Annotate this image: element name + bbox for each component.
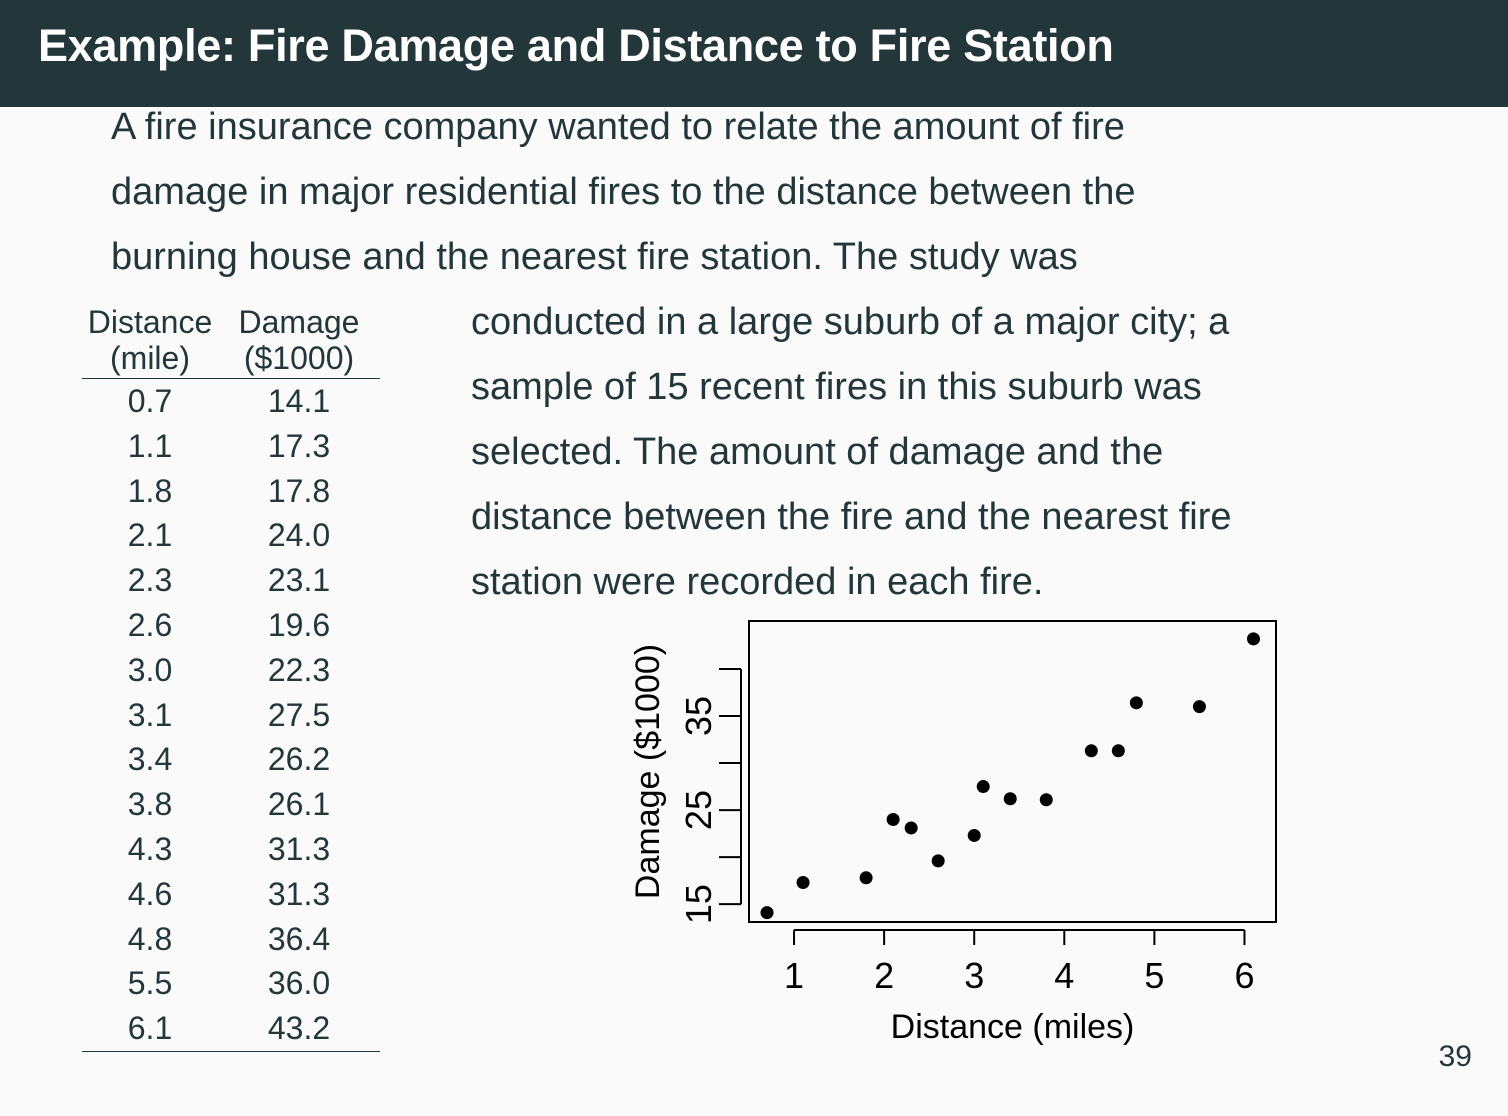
table-row: 2.1 24.0 [82, 513, 380, 558]
table-row: 4.6 31.3 [82, 872, 380, 917]
distance-cell: 1.1 [127, 427, 173, 464]
data-point [760, 906, 774, 920]
page-number: 39 [1438, 1040, 1472, 1073]
table-row: 0.7 14.1 [82, 379, 380, 424]
distance-cell: 6.1 [82, 1006, 218, 1052]
table-row: 3.1 27.5 [82, 693, 380, 738]
distance-cell: 3.8 [127, 786, 173, 823]
damage-cell: 24.0 [267, 517, 331, 554]
distance-cell: 3.1 [127, 696, 173, 733]
distance-cell: 4.3 [127, 830, 173, 867]
distance-cell: 4.8 [127, 920, 173, 957]
distance-cell: 3.0 [127, 651, 173, 688]
data-point [1003, 792, 1017, 806]
damage-cell: 26.1 [267, 786, 331, 823]
table-row: 3.0 22.3 [82, 648, 380, 693]
distance-cell: 1.8 [127, 472, 173, 509]
scatter-plot: 1 2 3 4 5 6 Distance (miles) 15 25 35 Damage ($100… [629, 620, 1277, 1046]
table-body: 0.7 14.1 1.1 17.3 1.8 17.8 2.1 24.0 2.3 23.1 2.6 19… [82, 379, 380, 1052]
damage-cell: 36.4 [267, 920, 331, 957]
y-tick-label: 25 [678, 790, 719, 830]
damage-cell: 27.5 [267, 696, 331, 733]
plot-frame [748, 620, 1277, 923]
data-point [1039, 793, 1053, 807]
damage-cell: 23.1 [267, 562, 331, 599]
intro-line: burning house and the nearest fire stati… [111, 236, 1078, 278]
data-point [886, 812, 900, 826]
intro-line: damage in major residential fires to the… [111, 171, 1136, 213]
data-point [859, 871, 873, 885]
table-row: 2.3 23.1 [82, 558, 380, 603]
damage-cell: 17.3 [267, 427, 331, 464]
distance-cell: 2.6 [127, 606, 173, 643]
damage-cell: 26.2 [267, 741, 331, 778]
data-point [1111, 744, 1125, 758]
data-point [904, 821, 918, 835]
table-row: 4.8 36.4 [82, 917, 380, 962]
table-row: 5.5 36.0 [82, 961, 380, 1006]
x-tick-label: 2 [874, 955, 894, 996]
table-row: 3.4 26.2 [82, 737, 380, 782]
damage-cell: 36.0 [267, 965, 331, 1002]
data-point [796, 875, 810, 889]
damage-cell: 19.6 [267, 606, 331, 643]
y-tick-label: 35 [678, 696, 719, 736]
x-tick-label: 3 [964, 955, 984, 996]
side-line: distance between the fire and the neares… [471, 496, 1232, 538]
table-header-distance: Distance (mile) [82, 304, 218, 379]
side-line: selected. The amount of damage and the [471, 431, 1164, 473]
damage-cell: 43.2 [218, 1006, 380, 1052]
x-axis-label: Distance (miles) [891, 1008, 1135, 1046]
table-row: 3.8 26.1 [82, 782, 380, 827]
table-header-damage: Damage ($1000) [218, 304, 380, 379]
data-point [967, 828, 981, 842]
y-tick-label: 15 [678, 884, 719, 924]
table-row: 1.1 17.3 [82, 424, 380, 469]
data-point [1246, 632, 1260, 646]
distance-cell: 5.5 [127, 965, 173, 1002]
damage-cell: 14.1 [267, 383, 331, 419]
damage-cell: 22.3 [267, 651, 331, 688]
side-line: conducted in a large suburb of a major c… [471, 301, 1230, 343]
damage-cell: 31.3 [267, 830, 331, 867]
side-line: sample of 15 recent fires in this suburb… [471, 366, 1202, 408]
damage-cell: 17.8 [267, 472, 331, 509]
data-point [976, 780, 990, 794]
distance-cell: 3.4 [127, 741, 173, 778]
distance-cell: 4.6 [127, 875, 173, 912]
table-row: 4.3 31.3 [82, 827, 380, 872]
table-row: 1.8 17.8 [82, 469, 380, 514]
data-point [1129, 696, 1143, 710]
table-row: 2.6 19.6 [82, 603, 380, 648]
x-tick-label: 6 [1234, 955, 1254, 996]
distance-cell: 2.1 [127, 517, 173, 554]
intro-line: A fire insurance company wanted to relat… [111, 106, 1125, 148]
x-tick-label: 1 [784, 955, 804, 996]
slide-title: Example: Fire Damage and Distance to Fir… [38, 20, 1114, 71]
distance-cell: 2.3 [127, 562, 173, 599]
data-point [1192, 700, 1206, 714]
intro-paragraph: A fire insurance company wanted to relat… [111, 95, 1135, 290]
distance-cell: 0.7 [127, 383, 173, 419]
side-line: station were recorded in each fire. [471, 561, 1044, 603]
slide-header: Example: Fire Damage and Distance to Fir… [0, 0, 1508, 107]
damage-cell: 31.3 [267, 875, 331, 912]
data-point [1084, 744, 1098, 758]
x-tick-label: 5 [1144, 955, 1164, 996]
data-table: Distance (mile) Damage ($1000) 0.7 14.1 1.… [82, 304, 380, 1052]
data-point [931, 854, 945, 868]
x-tick-label: 4 [1054, 955, 1074, 996]
table-row: 6.1 43.2 [82, 1006, 380, 1052]
y-axis-label: Damage ($1000) [629, 644, 667, 899]
side-paragraph: conducted in a large suburb of a major c… [471, 290, 1231, 615]
